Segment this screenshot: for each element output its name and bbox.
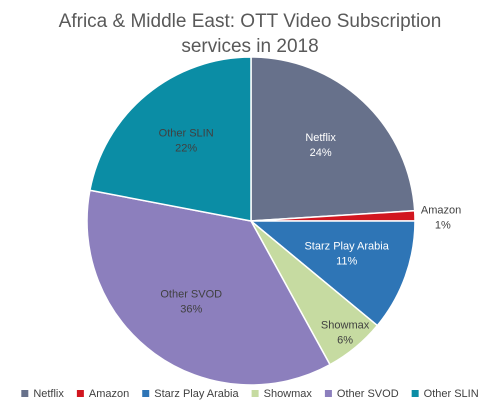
legend-item-other-slin: Other SLIN bbox=[411, 388, 479, 400]
legend-swatch-starz-play-arabia bbox=[142, 390, 150, 397]
data-label-showmax: Showmax 6% bbox=[321, 320, 370, 347]
data-label-starz-play-arabia: Starz Play Arabia 11% bbox=[304, 240, 389, 267]
chart-title-line-2: services in 2018 bbox=[181, 36, 318, 57]
legend-item-amazon: Amazon bbox=[76, 388, 129, 400]
legend-label-other-slin: Other SLIN bbox=[424, 388, 479, 400]
pie-slices bbox=[86, 56, 416, 386]
chart-title-line-1: Africa & Middle East: OTT Video Subscrip… bbox=[59, 11, 442, 32]
pie-slice-netflix bbox=[250, 56, 416, 222]
legend-swatch-showmax bbox=[251, 390, 259, 397]
legend-label-showmax: Showmax bbox=[264, 388, 313, 400]
legend-label-starz-play-arabia: Starz Play Arabia bbox=[154, 388, 239, 400]
data-label-amazon: Amazon 1% bbox=[421, 205, 461, 232]
data-labels: Netflix 24% Amazon 1% Starz Play Arabia 11% Sh… bbox=[159, 128, 462, 347]
legend-swatch-other-slin bbox=[411, 390, 419, 397]
legend-label-amazon: Amazon bbox=[89, 388, 129, 400]
legend-label-other-svod: Other SVOD bbox=[337, 388, 399, 400]
legend-item-showmax: Showmax bbox=[251, 388, 313, 400]
legend-item-other-svod: Other SVOD bbox=[324, 388, 399, 400]
pie-slice-other-slin bbox=[89, 56, 252, 222]
legend-swatch-netflix bbox=[21, 390, 29, 397]
legend-swatch-amazon bbox=[76, 390, 84, 397]
pie-slice-other-svod bbox=[86, 189, 332, 386]
legend-item-netflix: Netflix bbox=[21, 388, 64, 400]
data-label-other-svod: Other SVOD 36% bbox=[160, 288, 222, 315]
legend-item-starz-play-arabia: Starz Play Arabia bbox=[142, 388, 239, 400]
pie-slice-starz-play-arabia bbox=[248, 220, 416, 327]
data-label-netflix: Netflix 24% bbox=[305, 132, 336, 159]
legend-label-netflix: Netflix bbox=[33, 388, 64, 400]
legend: Netflix Amazon Starz Play Arabia Showmax Oth… bbox=[21, 388, 479, 400]
data-label-other-slin: Other SLIN 22% bbox=[159, 128, 214, 155]
legend-swatch-other-svod bbox=[324, 390, 332, 397]
